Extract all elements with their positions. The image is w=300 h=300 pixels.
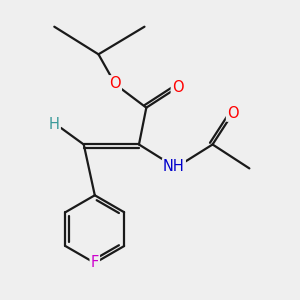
- Text: NH: NH: [163, 159, 185, 174]
- Text: F: F: [91, 256, 99, 271]
- Text: O: O: [109, 76, 121, 91]
- Text: H: H: [49, 117, 60, 132]
- Text: O: O: [172, 80, 183, 95]
- Text: O: O: [227, 106, 238, 121]
